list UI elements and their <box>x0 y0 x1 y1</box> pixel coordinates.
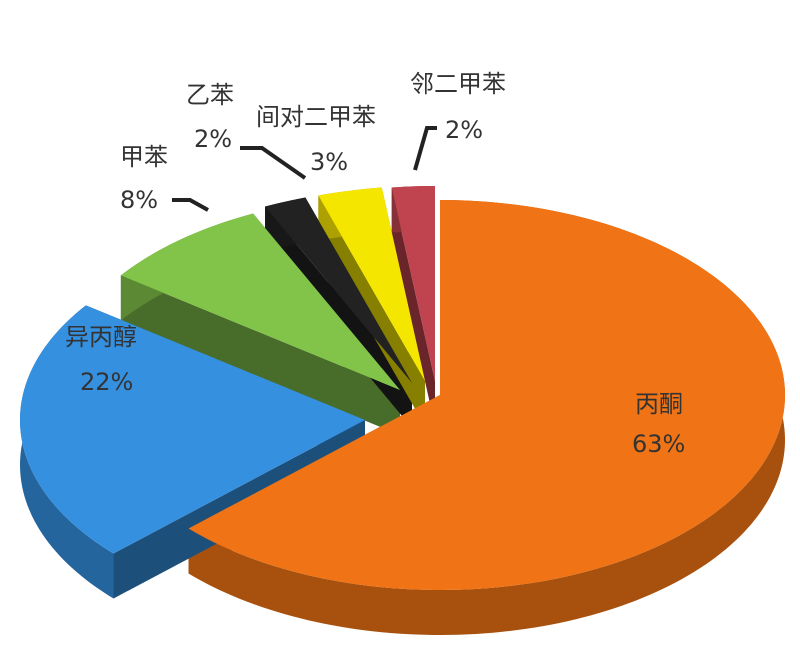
label-toluene: 甲苯 <box>120 143 168 171</box>
slice-tops <box>20 186 785 590</box>
slice-edge-start-mp-xylene <box>318 195 425 426</box>
leader-line-toluene <box>172 198 209 212</box>
value-isopropanol: 22% <box>80 368 133 396</box>
slice-o-xylene[interactable] <box>391 186 435 381</box>
label-ethylbenzene: 乙苯 <box>186 81 234 109</box>
data-labels: 丙酮 63% 异丙醇 22% 甲苯 8% 乙苯 2% 间对二甲苯 3% 邻二甲苯… <box>65 70 685 458</box>
label-o-xylene: 邻二甲苯 <box>410 70 506 98</box>
leader-line-ethylbenzene <box>240 146 307 180</box>
slice-toluene[interactable] <box>120 213 401 390</box>
value-mp-xylene: 3% <box>310 148 348 176</box>
value-toluene: 8% <box>120 186 158 214</box>
slice-mp-xylene[interactable] <box>318 187 425 381</box>
slice-isopropanol[interactable] <box>20 305 365 554</box>
value-ethylbenzene: 2% <box>194 125 232 153</box>
leader-line-o-xylene <box>413 126 437 171</box>
slice-acetone[interactable] <box>188 200 785 590</box>
slice-ethylbenzene[interactable] <box>265 197 412 383</box>
label-acetone: 丙酮 <box>635 390 683 418</box>
value-o-xylene: 2% <box>445 116 483 144</box>
slice-edge-start-o-xylene <box>391 187 435 426</box>
label-mp-xylene: 间对二甲苯 <box>256 103 376 131</box>
slice-edge-start-toluene <box>120 275 401 435</box>
slice-side-acetone <box>188 200 785 635</box>
leader-lines <box>172 126 437 212</box>
label-isopropanol: 异丙醇 <box>65 323 137 351</box>
value-acetone: 63% <box>632 430 685 458</box>
